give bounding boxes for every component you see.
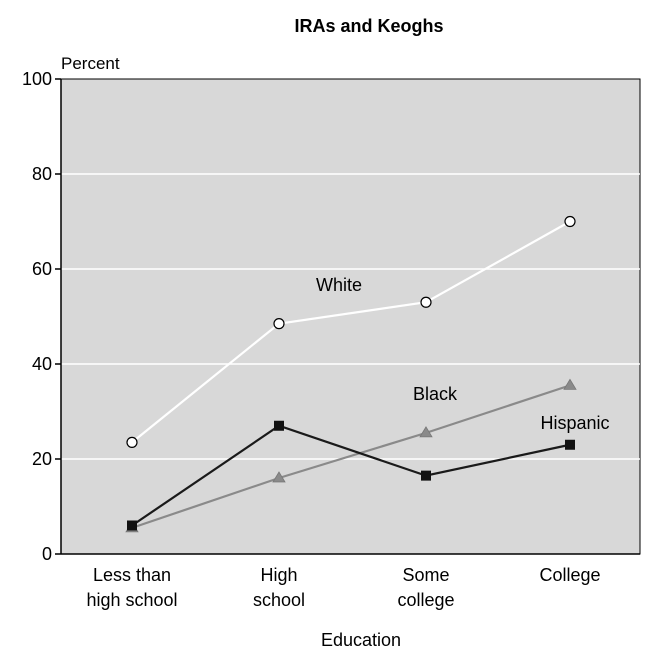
y-tick-label: 80 — [32, 164, 52, 184]
x-tick-label: Less than high school — [86, 565, 177, 610]
y-axis-ticks: 0 20 40 60 80 100 — [22, 69, 61, 564]
x-tick-label: College — [539, 565, 600, 585]
x-tick-label-line: College — [539, 565, 600, 585]
axes — [60, 79, 640, 555]
data-point-hispanic — [127, 520, 137, 531]
data-point-white — [126, 436, 138, 448]
y-tick-label: 100 — [22, 69, 52, 89]
data-point-hispanic — [421, 470, 431, 481]
chart-title: IRAs and Keoghs — [294, 16, 443, 36]
series-label-white: White — [316, 275, 362, 295]
series-labels: White Black Hispanic — [316, 275, 610, 433]
data-point-black — [419, 426, 433, 438]
x-tick-label-line: High — [260, 565, 297, 585]
data-point-black — [272, 471, 286, 483]
x-tick-label: Some college — [397, 565, 454, 610]
data-point-hispanic — [565, 439, 575, 450]
x-tick-label-line: high school — [86, 590, 177, 610]
y-tick-label: 60 — [32, 259, 52, 279]
x-tick-label-line: Some — [402, 565, 449, 585]
data-point-hispanic — [274, 420, 284, 431]
series-label-black: Black — [413, 384, 458, 404]
y-axis-unit-label: Percent — [61, 54, 120, 73]
x-axis-ticks: Less than high school High school Some colleg… — [86, 565, 600, 610]
plot-area — [60, 78, 641, 555]
data-point-white — [420, 296, 432, 308]
x-tick-label: High school — [253, 565, 305, 610]
series-line-hispanic — [131, 424, 571, 527]
series-layer — [125, 215, 577, 533]
x-tick-label-line: Less than — [93, 565, 171, 585]
x-tick-label-line: college — [397, 590, 454, 610]
series-label-hispanic: Hispanic — [540, 413, 609, 433]
data-point-white — [273, 318, 285, 330]
series-line-white — [131, 220, 571, 444]
y-tick-label: 40 — [32, 354, 52, 374]
gridlines — [61, 173, 640, 460]
y-tick-label: 0 — [42, 544, 52, 564]
data-point-white — [564, 215, 576, 228]
data-point-black — [563, 378, 577, 390]
x-axis-label: Education — [321, 630, 401, 650]
series-line-black — [131, 384, 571, 529]
x-tick-label-line: school — [253, 590, 305, 610]
y-tick-label: 20 — [32, 449, 52, 469]
